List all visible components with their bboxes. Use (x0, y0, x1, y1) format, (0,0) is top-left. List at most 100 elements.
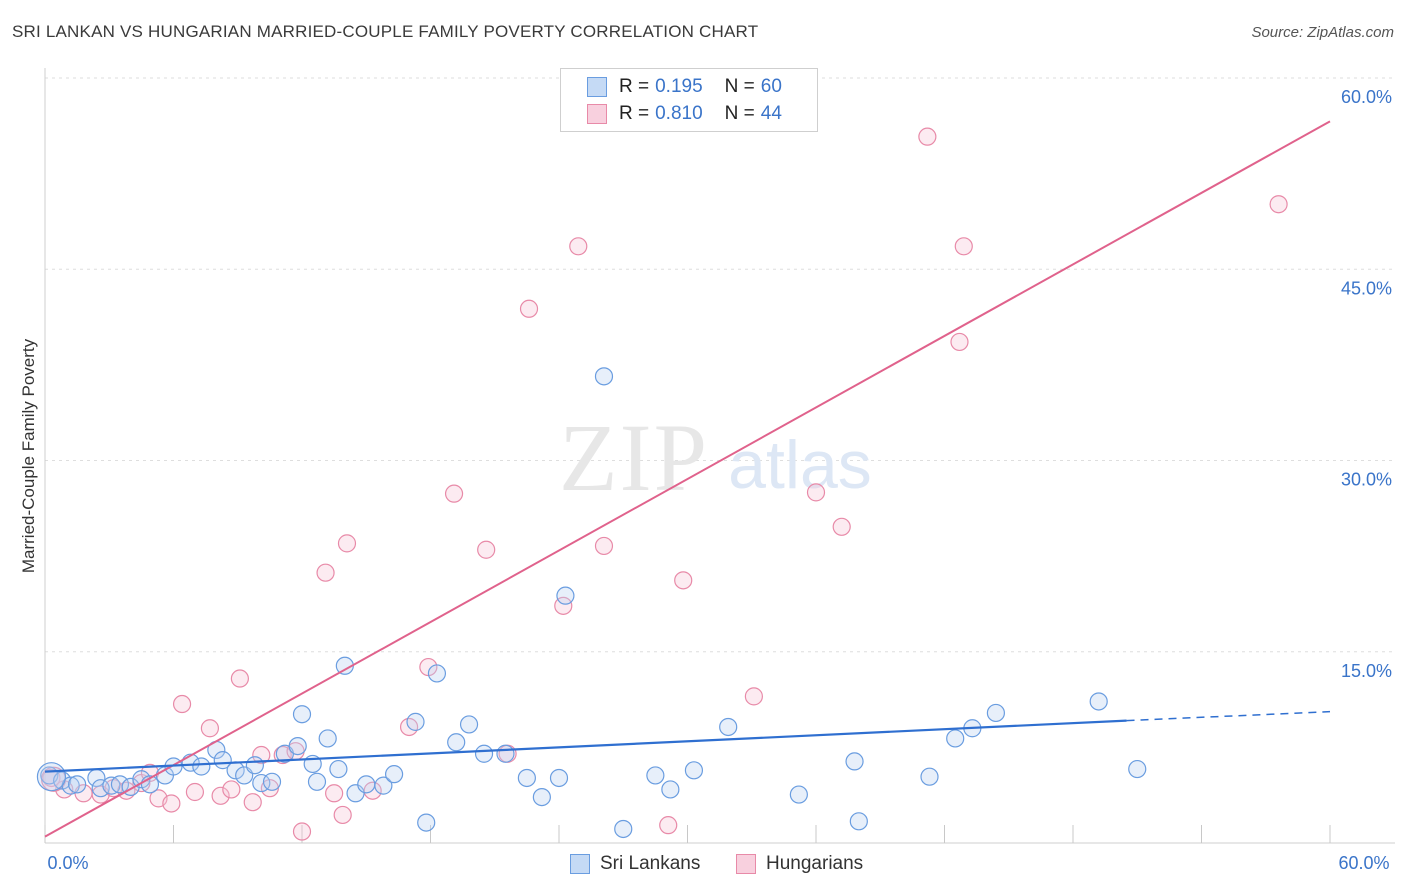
point-hungarians (252, 745, 271, 765)
point-hungarians (954, 237, 973, 256)
point-sri-lankans (427, 664, 447, 683)
tick-labels: 15.0% 30.0% 45.0% 60.0% 0.0% 60.0% (47, 87, 1392, 873)
point-sri-lankans (661, 780, 680, 799)
point-sri-lankans (646, 766, 665, 785)
legend-label-sri-lankans: Sri Lankans (600, 853, 701, 874)
y-tick-label: 30.0% (1341, 470, 1392, 490)
n-label: N = (724, 103, 755, 124)
trend-lines (44, 120, 1331, 838)
point-hungarians (1269, 195, 1288, 214)
legend-row-hungarians: R = 0.810 N = 44 (587, 102, 782, 126)
point-sri-lankans (556, 586, 575, 605)
point-sri-lankans (532, 787, 551, 807)
point-hungarians (832, 517, 851, 536)
r-label: R = (619, 103, 650, 124)
point-hungarians (200, 719, 220, 738)
n-label: N = (724, 76, 755, 97)
point-sri-lankans (594, 367, 614, 386)
series-sri-lankans (36, 367, 1147, 839)
y-tick-label: 60.0% (1341, 87, 1392, 107)
y-axis-label: Married-Couple Family Poverty (19, 338, 38, 573)
point-sri-lankans (549, 768, 569, 788)
x-tick-label: 0.0% (47, 853, 88, 873)
point-sri-lankans (496, 744, 515, 763)
x-tick-label: 60.0% (1338, 853, 1389, 873)
point-sri-lankans (110, 775, 130, 794)
point-sri-lankans (406, 712, 425, 731)
point-hungarians (594, 536, 614, 556)
point-hungarians (744, 687, 763, 706)
point-hungarians (918, 127, 937, 146)
n-value: 60 (760, 76, 782, 97)
n-value: 44 (760, 103, 782, 124)
legend-row-sri-lankans: R = 0.195 N = 60 (587, 75, 782, 99)
point-sri-lankans (36, 762, 67, 792)
point-hungarians (185, 782, 205, 802)
point-hungarians (292, 822, 312, 841)
legend-item-hungarians: Hungarians (736, 852, 863, 876)
watermark-atlas: atlas (728, 427, 872, 503)
trend-line-sri-lankans (44, 719, 1127, 773)
point-hungarians (477, 540, 496, 559)
chart-title: SRI LANKAN VS HUNGARIAN MARRIED-COUPLE F… (12, 22, 759, 41)
point-sri-lankans (307, 772, 327, 791)
point-sri-lankans (384, 765, 404, 784)
point-sri-lankans (920, 767, 939, 786)
point-sri-lankans (719, 717, 738, 737)
point-hungarians (806, 483, 826, 502)
legend-swatch-hungarians (736, 854, 756, 874)
point-hungarians (162, 794, 181, 813)
point-hungarians (222, 780, 241, 799)
point-hungarians (674, 571, 693, 590)
point-hungarians (42, 768, 61, 788)
point-sri-lankans (318, 729, 337, 748)
point-hungarians (172, 694, 192, 714)
r-label: R = (619, 76, 650, 97)
point-sri-lankans (91, 779, 110, 798)
point-sri-lankans (374, 776, 393, 795)
point-sri-lankans (684, 761, 704, 780)
y-tick-label: 45.0% (1341, 278, 1392, 298)
point-sri-lankans (849, 812, 868, 831)
point-sri-lankans (53, 771, 72, 790)
legend-swatch-sri-lankans (570, 854, 590, 874)
point-sri-lankans (417, 813, 436, 832)
point-hungarians (659, 816, 678, 835)
axes (44, 68, 1395, 844)
point-sri-lankans (329, 759, 348, 779)
point-hungarians (569, 237, 588, 256)
point-sri-lankans (245, 756, 264, 775)
watermark: ZIP atlas (559, 404, 872, 511)
point-hungarians (333, 805, 352, 825)
legend-item-sri-lankans: Sri Lankans (570, 852, 700, 876)
point-sri-lankans (357, 775, 376, 794)
source-label: Source: ZipAtlas.com (1251, 24, 1394, 41)
y-tick-label: 15.0% (1341, 661, 1392, 681)
point-sri-lankans (192, 757, 211, 776)
point-hungarians (325, 784, 344, 803)
legend-swatch-sri-lankans (587, 77, 607, 97)
r-value: 0.195 (655, 76, 703, 97)
point-sri-lankans (1089, 692, 1108, 711)
point-sri-lankans (447, 733, 466, 752)
point-sri-lankans (946, 729, 965, 748)
point-sri-lankans (517, 768, 536, 788)
r-value: 0.810 (655, 103, 703, 124)
point-hungarians (243, 793, 262, 812)
point-hungarians (950, 332, 969, 352)
point-sri-lankans (262, 772, 282, 791)
watermark-zip: ZIP (559, 404, 709, 511)
gridlines (45, 77, 1395, 653)
point-sri-lankans (288, 736, 307, 756)
point-hungarians (444, 484, 464, 503)
point-hungarians (316, 563, 335, 582)
point-sri-lankans (459, 715, 479, 734)
point-sri-lankans (845, 752, 864, 771)
point-sri-lankans (292, 705, 312, 724)
point-sri-lankans (68, 775, 87, 794)
point-hungarians (519, 299, 539, 318)
trend-line-hungarians (44, 120, 1331, 838)
point-sri-lankans (1128, 759, 1147, 779)
point-hungarians (337, 534, 357, 553)
